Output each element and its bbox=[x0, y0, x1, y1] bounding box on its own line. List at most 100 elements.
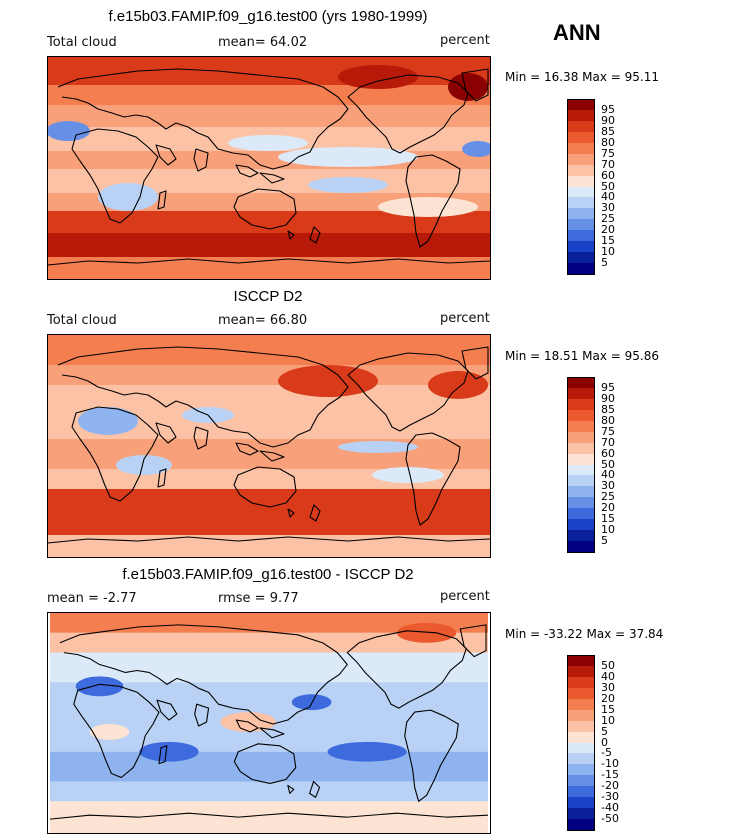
coastline bbox=[235, 164, 259, 178]
colorbar-swatch bbox=[567, 230, 595, 242]
coastline bbox=[405, 432, 461, 526]
field-blob bbox=[48, 121, 90, 141]
field-band bbox=[48, 233, 490, 257]
colorbar-label: 15 bbox=[601, 702, 615, 716]
field-blob bbox=[308, 177, 388, 193]
coastlines bbox=[48, 68, 490, 266]
coastline bbox=[309, 780, 321, 798]
coastline bbox=[194, 703, 210, 727]
coastline bbox=[157, 190, 167, 210]
field-band bbox=[48, 85, 490, 105]
colorbar: 50 40 30 20 15 10 5 0 -5 -10 -15 -20 -30 -40 -50 bbox=[567, 655, 627, 831]
coastline bbox=[48, 258, 490, 266]
colorbar-label: 10 bbox=[601, 245, 615, 259]
field-band bbox=[49, 751, 489, 782]
colorbar-swatch bbox=[567, 475, 595, 487]
colorbar-swatch bbox=[567, 252, 595, 264]
colorbar-label: 50 bbox=[601, 658, 615, 672]
colorbar-swatch bbox=[567, 709, 595, 722]
coastline bbox=[346, 630, 467, 709]
coastline bbox=[193, 148, 209, 172]
colorbar-swatch bbox=[567, 764, 595, 776]
colorbar-swatch bbox=[567, 120, 595, 133]
colorbar-label: 20 bbox=[601, 501, 615, 515]
colorbar-label: 25 bbox=[601, 212, 615, 226]
coastline bbox=[158, 745, 168, 765]
field-blob bbox=[338, 65, 418, 89]
field-band bbox=[49, 781, 489, 802]
colorbar-label: -15 bbox=[601, 768, 619, 782]
colorbar-swatch bbox=[567, 197, 595, 209]
map-field-model bbox=[48, 57, 490, 279]
field-blob bbox=[327, 741, 407, 762]
colorbar-label: 50 bbox=[601, 179, 615, 193]
colorbar-label: 5 bbox=[601, 256, 608, 270]
coastline bbox=[259, 727, 285, 739]
coastlines bbox=[48, 346, 490, 544]
colorbar-label: 90 bbox=[601, 113, 615, 127]
colorbar-swatch bbox=[567, 164, 595, 177]
colorbar-swatch bbox=[567, 219, 595, 231]
colorbar-swatch bbox=[567, 131, 595, 144]
colorbar-swatch bbox=[567, 786, 595, 798]
colorbar-label: 30 bbox=[601, 201, 615, 215]
colorbar-swatch bbox=[567, 442, 595, 455]
colorbar-swatch bbox=[567, 665, 595, 678]
panel-title: f.e15b03.FAMIP.f09_g16.test00 - ISCCP D2 bbox=[122, 566, 414, 583]
colorbar-label: -5 bbox=[601, 746, 612, 760]
coastline bbox=[155, 144, 177, 166]
mean-label: mean = -2.77 bbox=[47, 591, 137, 606]
colorbar-label: -40 bbox=[601, 801, 619, 815]
colorbar-label: 10 bbox=[601, 523, 615, 537]
colorbar-swatch bbox=[567, 819, 595, 831]
colorbar-swatch bbox=[567, 464, 595, 476]
min-max-label: Min = 18.51 Max = 95.86 bbox=[505, 349, 659, 363]
coastline bbox=[57, 346, 349, 448]
colorbar-label: 90 bbox=[601, 391, 615, 405]
coastline bbox=[155, 422, 177, 444]
coastline bbox=[259, 450, 285, 462]
colorbar-swatch bbox=[567, 753, 595, 765]
colorbar-label: 15 bbox=[601, 512, 615, 526]
field-blob bbox=[338, 441, 418, 453]
colorbar-swatch bbox=[567, 808, 595, 820]
colorbar-label: 20 bbox=[601, 691, 615, 705]
colorbar-label: 70 bbox=[601, 157, 615, 171]
field-blob bbox=[75, 676, 124, 697]
colorbar-swatch bbox=[567, 431, 595, 444]
coastline bbox=[347, 74, 469, 154]
coastline bbox=[193, 426, 209, 450]
colorbar-label: 30 bbox=[601, 680, 615, 694]
colorbar-label: 40 bbox=[601, 190, 615, 204]
colorbar-swatch bbox=[567, 153, 595, 166]
field-blob bbox=[372, 467, 444, 483]
coastline bbox=[287, 784, 295, 794]
colorbar-label: 40 bbox=[601, 468, 615, 482]
colorbar-swatch bbox=[567, 541, 595, 553]
coastline bbox=[347, 352, 469, 432]
coastline bbox=[287, 508, 295, 518]
field-blob bbox=[278, 365, 378, 397]
colorbar-label: 80 bbox=[601, 413, 615, 427]
colorbar-label: 75 bbox=[601, 146, 615, 160]
colorbar-label: 5 bbox=[601, 724, 608, 738]
colorbar-swatch bbox=[567, 409, 595, 422]
season-label: ANN bbox=[553, 20, 601, 45]
coastline bbox=[459, 624, 487, 658]
colorbar-swatch bbox=[567, 208, 595, 220]
map-field-obs bbox=[48, 335, 490, 557]
colorbar-swatch bbox=[567, 775, 595, 787]
field-blob bbox=[462, 141, 490, 157]
colorbar-swatch bbox=[567, 519, 595, 531]
colorbar-swatch bbox=[567, 676, 595, 689]
variable-label: Total cloud bbox=[47, 35, 117, 50]
field-band bbox=[48, 515, 490, 535]
field-blob bbox=[278, 147, 418, 167]
coastline bbox=[233, 466, 297, 508]
colorbar-swatch bbox=[567, 398, 595, 411]
colorbar-swatch bbox=[567, 530, 595, 542]
colorbar-label: 25 bbox=[601, 490, 615, 504]
map-field-diff bbox=[49, 613, 489, 833]
mean-label: mean= 66.80 bbox=[218, 313, 308, 328]
coastline bbox=[309, 226, 321, 244]
